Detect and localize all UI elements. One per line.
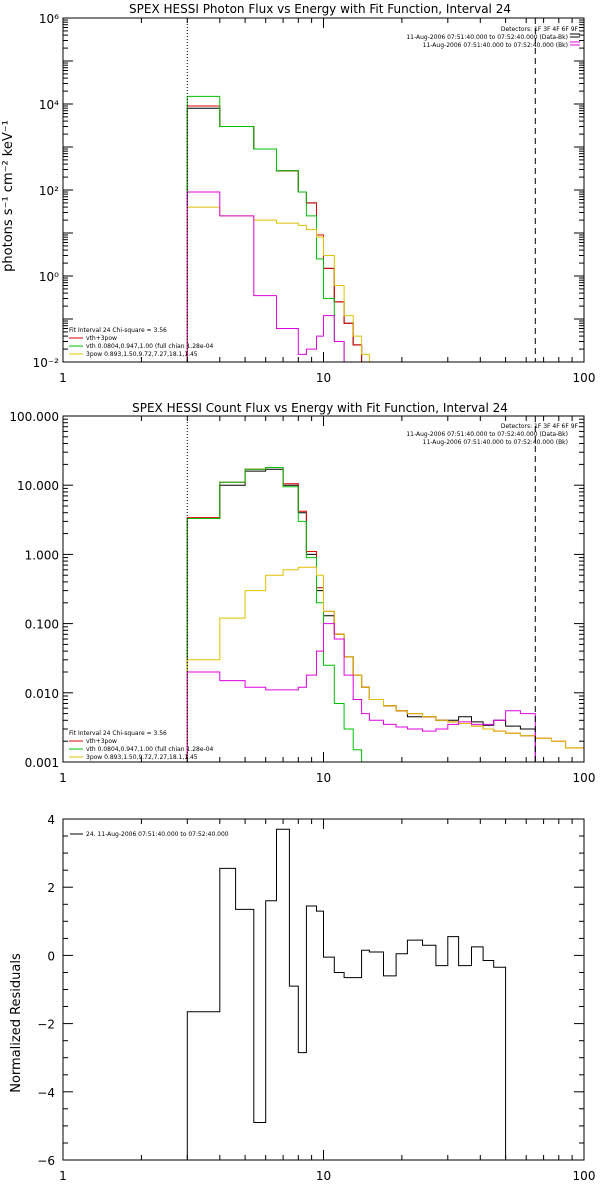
y-tick-label: 10⁻² [33, 356, 60, 370]
legend-right: Detectors: 1F 3F 4F 6F 9F 11-Aug-2006 07… [406, 423, 578, 446]
series-group [186, 467, 584, 762]
y-tick-label: −4 [37, 1086, 55, 1100]
photon-flux-panel: SPEX HESSI Photon Flux vs Energy with Fi… [1, 2, 595, 385]
y-axis-label: photons s⁻¹ cm⁻² keV⁻¹ [1, 120, 16, 272]
y-axis-label: Normalized Residuals [9, 953, 24, 1093]
series-line [186, 468, 536, 762]
x-tick-label: 1 [59, 771, 67, 785]
legend-left-line: Fit Interval 24 Chi-square = 3.56 [69, 730, 167, 737]
chart-title: SPEX HESSI Photon Flux vs Energy with Fi… [129, 2, 511, 16]
legend-left-line: vth+3pow [86, 738, 117, 745]
legend-right: Detectors: 1F 3F 4F 6F 9F 11-Aug-2006 07… [406, 26, 578, 49]
x-tick-label: 100 [573, 1169, 596, 1183]
residuals-panel: Normalized Residuals 24. 11-Aug-2006 07:… [9, 813, 595, 1183]
count-flux-panel: SPEX HESSI Count Flux vs Energy with Fit… [9, 33, 596, 785]
y-tick-label: 10² [39, 184, 59, 198]
x-tick-label: 100 [573, 771, 596, 785]
legend-right-line: 11-Aug-2006 07:51:40.000 to 07:52:40.000… [423, 439, 568, 446]
y-tick-label: −2 [37, 1018, 55, 1032]
x-tick-label: 10 [316, 371, 331, 385]
series-line [186, 623, 536, 762]
series-line [186, 191, 536, 362]
series-group [186, 828, 507, 1160]
plot-frame [62, 17, 585, 363]
x-tick-label: 100 [573, 371, 596, 385]
legend-right-line: Detectors: 1F 3F 4F 6F 9F [501, 423, 579, 430]
y-tick-label: 0 [47, 949, 55, 963]
legend-right-line: Detectors: 1F 3F 4F 6F 9F [501, 26, 579, 33]
y-tick-label: 1.000 [25, 548, 59, 562]
series-line [186, 105, 552, 362]
y-tick-label: 0.001 [25, 756, 59, 770]
legend-left-line: vth 0.0804,0.947,1.00 (full chian 1.28e-… [86, 746, 214, 753]
series-line [186, 566, 584, 762]
legend-left-line: 3pow 0.893,1.50,9.72,7.27,18.1,1.45 [86, 754, 198, 761]
legend-text: 24. 11-Aug-2006 07:51:40.000 to 07:52:40… [86, 831, 229, 838]
y-tick-label: 0.010 [25, 687, 59, 701]
legend-left-line: vth+3pow [86, 335, 117, 342]
legend-left-line: vth 0.0804,0.947,1.00 (full chian 1.28e-… [86, 343, 214, 350]
y-tick-label: 10⁴ [39, 98, 59, 112]
y-tick-label: 10⁰ [39, 270, 59, 284]
series-line [186, 95, 370, 362]
y-tick-label: −6 [37, 1154, 55, 1168]
legend-right-line: 11-Aug-2006 07:51:40.000 to 07:52:40.000… [406, 34, 568, 41]
x-tick-label: 1 [59, 371, 67, 385]
series-line [186, 467, 370, 762]
series-line [186, 467, 584, 762]
y-tick-label: 10⁶ [39, 12, 59, 26]
y-tick-label: 100.000 [9, 410, 59, 424]
x-tick-label: 10 [316, 1169, 331, 1183]
series-line [186, 206, 566, 362]
y-tick-label: 10.000 [17, 479, 59, 493]
legend-right-line: 11-Aug-2006 07:51:40.000 to 07:52:40.000… [423, 42, 568, 49]
legend-left-line: 3pow 0.893,1.50,9.72,7.27,18.1,1.45 [86, 351, 198, 358]
y-tick-label: 0.100 [25, 618, 59, 632]
x-tick-label: 10 [316, 771, 331, 785]
chart-title: SPEX HESSI Count Flux vs Energy with Fit… [132, 401, 508, 415]
x-tick-label: 1 [59, 1169, 67, 1183]
series-group [186, 95, 566, 362]
series-line [186, 828, 507, 1160]
legend-left: Fit Interval 24 Chi-square = 3.56 vth+3p… [69, 730, 214, 761]
legend-left-line: Fit Interval 24 Chi-square = 3.56 [69, 327, 167, 334]
y-tick-label: 4 [47, 813, 55, 827]
legend-right-line: 11-Aug-2006 07:51:40.000 to 07:52:40.000… [406, 431, 568, 438]
legend-left: Fit Interval 24 Chi-square = 3.56 vth+3p… [69, 327, 214, 358]
y-tick-label: 2 [47, 881, 55, 895]
series-line [186, 107, 536, 362]
